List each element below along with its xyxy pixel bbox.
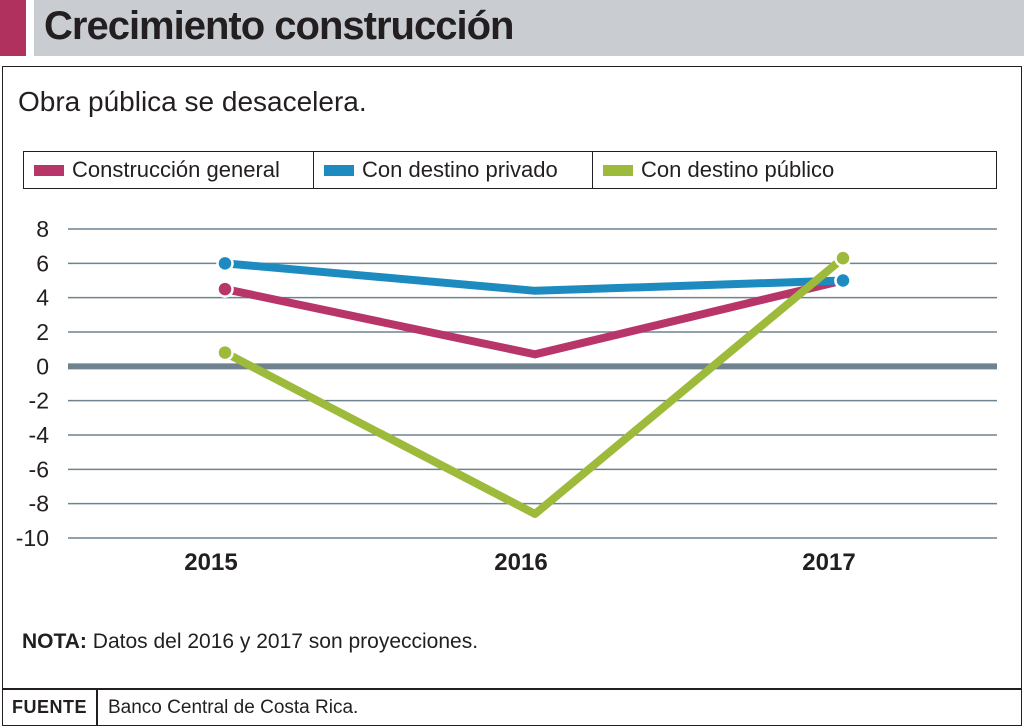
chart-subtitle: Obra pública se desacelera.	[18, 86, 367, 117]
legend-item-construccion-general: Construcción general	[24, 152, 314, 188]
legend-label: Con destino público	[641, 157, 835, 182]
footer-vertical-divider	[96, 688, 98, 726]
chart-title: Crecimiento construcción	[44, 4, 514, 48]
x-tick-label: 2016	[494, 549, 547, 576]
x-tick-label: 2017	[802, 549, 855, 576]
header-accent	[0, 0, 26, 56]
source-text: Banco Central de Costa Rica.	[108, 697, 359, 718]
data-point	[834, 271, 852, 290]
legend-item-destino-publico: Con destino público	[593, 152, 996, 188]
legend-swatch	[34, 164, 64, 176]
series-line	[221, 276, 847, 359]
y-tick-label: -6	[29, 456, 49, 482]
legend-label: Con destino privado	[362, 157, 558, 182]
data-point	[834, 249, 852, 267]
footer-divider-line	[2, 688, 1022, 690]
header-bar: Crecimiento construcción	[0, 0, 1024, 56]
legend-swatch	[324, 164, 354, 176]
note-text: Datos del 2016 y 2017 son proyecciones.	[92, 630, 479, 653]
source-label: FUENTE	[12, 697, 87, 717]
x-tick-label: 2015	[184, 549, 237, 576]
y-tick-label: -10	[16, 525, 49, 551]
y-tick-label: 0	[36, 353, 49, 379]
y-tick-label: 4	[36, 285, 49, 311]
header-background	[34, 0, 1024, 56]
y-tick-label: -2	[29, 388, 49, 414]
note: NOTA: Datos del 2016 y 2017 son proyecci…	[22, 630, 478, 654]
y-tick-label: -8	[29, 491, 49, 517]
legend: Construcción general Con destino privado…	[23, 151, 997, 189]
series-line	[221, 254, 847, 518]
y-tick-label: 8	[36, 216, 49, 242]
data-point	[216, 343, 234, 362]
data-point	[216, 280, 234, 298]
chart-frame	[2, 66, 1022, 726]
note-label: NOTA:	[22, 630, 87, 653]
series-line	[221, 259, 847, 295]
legend-item-destino-privado: Con destino privado	[314, 152, 593, 188]
y-tick-label: 2	[36, 319, 49, 345]
y-tick-label: 6	[36, 250, 49, 276]
legend-label: Construcción general	[72, 157, 280, 182]
legend-swatch	[603, 164, 633, 176]
data-point	[216, 254, 234, 273]
y-tick-label: -4	[29, 422, 50, 448]
